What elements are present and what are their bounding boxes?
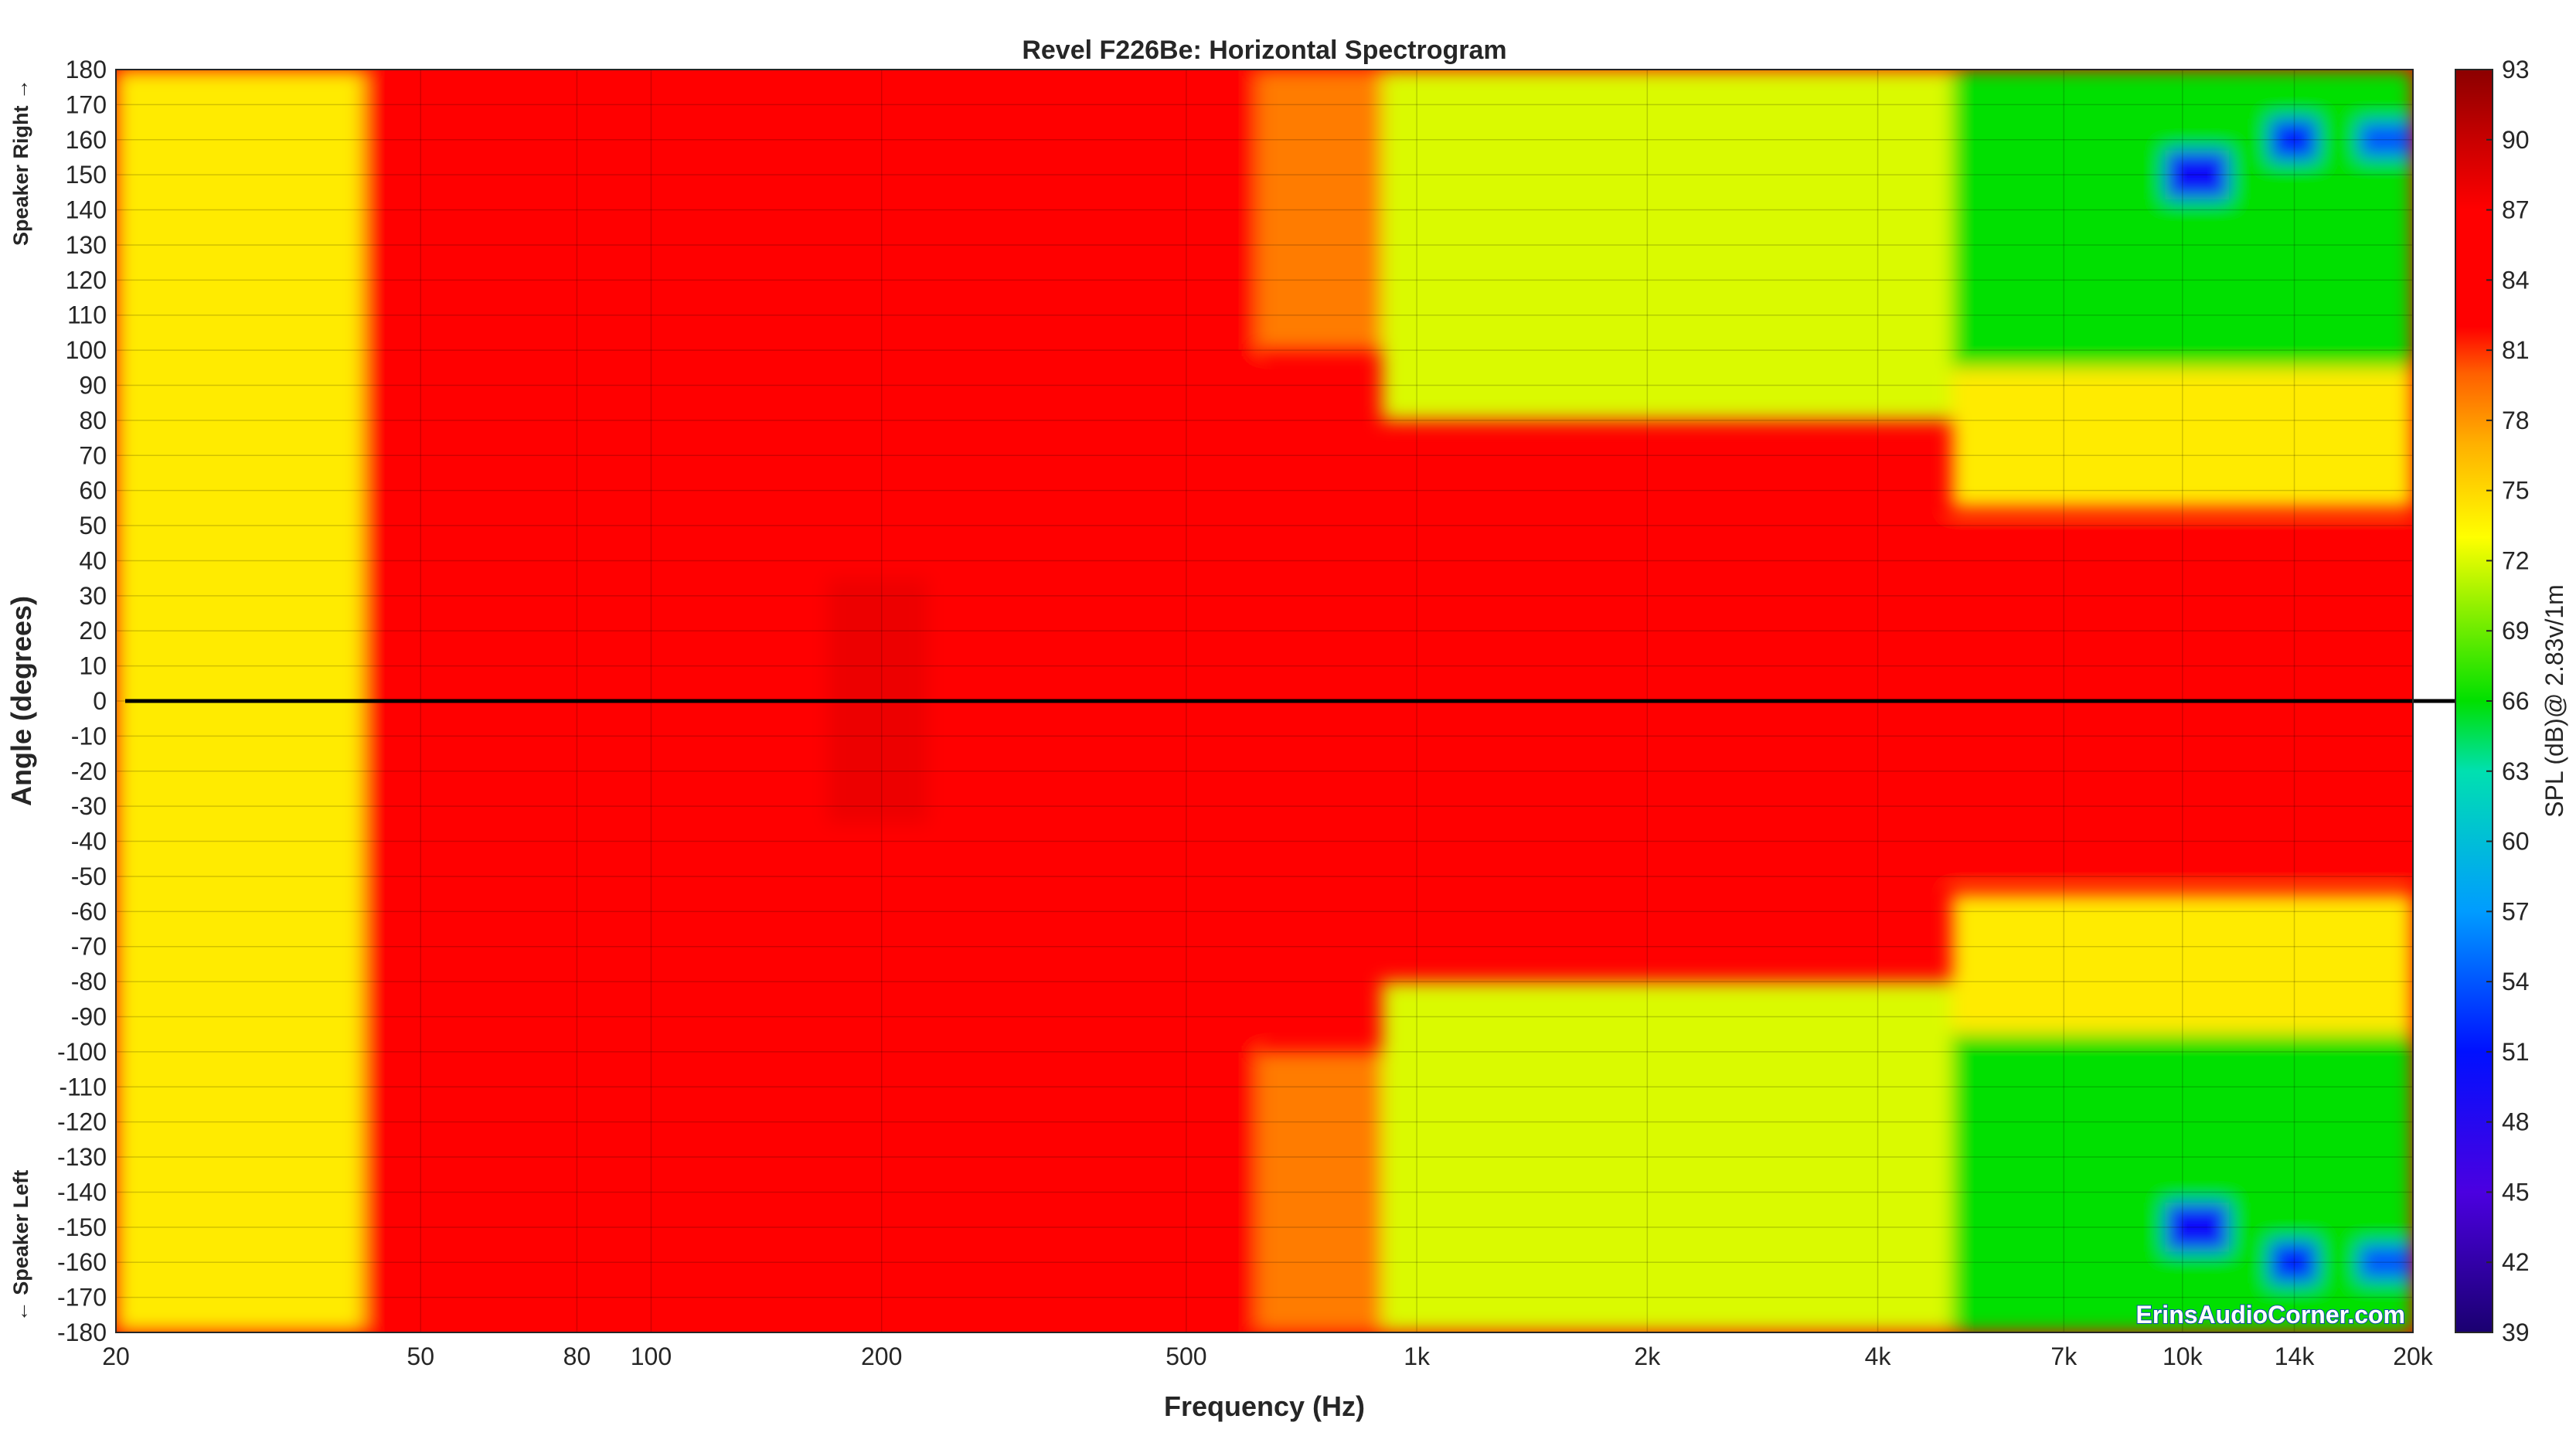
colorbar-tick-label-12: 57 [2502,897,2530,925]
chart-title: Revel F226Be: Horizontal Spectrogram [1022,36,1506,65]
heatmap-region-4 [1257,70,1382,351]
x-tick-label-1: 50 [407,1342,434,1370]
colorbar-tick-label-1: 90 [2502,126,2530,154]
grid-lines [116,70,2413,1332]
x-tick-label-5: 500 [1165,1342,1206,1370]
heatmap-region-15 [2269,1240,2318,1284]
colorbar-tick-label-3: 84 [2502,266,2530,294]
x-tick-label-2: 80 [563,1342,591,1370]
colorbar-tick-label-8: 69 [2502,617,2530,645]
colorbar-tick-label-18: 39 [2502,1319,2530,1346]
y-tick-label-26: -80 [71,968,107,995]
heatmap-region-11 [1952,893,2413,1035]
colorbar-tick-label-14: 51 [2502,1038,2530,1066]
y-tick-label-9: 90 [79,372,107,400]
y-tick-label-1: 170 [66,90,107,118]
heatmap-region-9 [1257,1051,1382,1332]
heatmap-region-6 [1381,982,1952,1332]
x-axis-label: Frequency (Hz) [1164,1390,1365,1422]
x-tick-label-4: 200 [861,1342,902,1370]
y-tick-label-4: 140 [66,196,107,224]
x-tick-label-3: 100 [631,1342,672,1370]
x-tick-label-9: 7k [2050,1342,2077,1370]
y-axis-label-speaker-left: ← Speaker Left [9,1170,32,1322]
colorbar-label: SPL (dB)@ 2.83v/1m [2540,584,2568,818]
colorbar-tick-label-0: 93 [2502,56,2530,83]
heatmap-region-17 [2359,1244,2413,1280]
y-tick-label-33: -150 [57,1213,107,1241]
y-tick-label-17: 10 [79,652,107,680]
y-axis-label-speaker-right: Speaker Right → [9,79,32,246]
heatmap-region-7 [1952,70,2413,368]
colorbar-tick-label-6: 75 [2502,477,2530,505]
y-tick-label-7: 110 [67,301,107,329]
y-tick-label-28: -100 [57,1038,107,1066]
y-tick-label-24: -60 [71,897,107,925]
y-tick-label-12: 60 [79,477,107,505]
heatmap-region-10 [1952,367,2413,509]
heatmap-region-16 [2359,122,2413,158]
y-tick-label-16: 20 [79,617,107,645]
x-tick-label-6: 1k [1404,1342,1431,1370]
y-axis-label: Angle (degrees) [5,596,37,806]
colorbar-tick-label-5: 78 [2502,407,2530,434]
heatmap-region-12 [2165,150,2229,199]
y-tick-label-23: -50 [71,863,107,890]
x-tick-label-7: 2k [1634,1342,1661,1370]
y-tick-label-5: 130 [66,231,107,259]
y-tick-label-35: -170 [57,1284,107,1312]
y-tick-label-22: -40 [71,828,107,856]
y-tick-label-15: 30 [79,582,107,610]
colorbar-tick-label-4: 81 [2502,336,2530,364]
y-tick-label-32: -140 [57,1178,107,1206]
colorbar-tick-label-13: 54 [2502,968,2530,995]
colorbar-tick-label-2: 87 [2502,196,2530,224]
y-tick-label-36: -180 [57,1319,107,1346]
y-tick-label-31: -130 [57,1143,107,1171]
y-tick-label-3: 150 [66,161,107,189]
heatmap-region-8 [1952,1034,2413,1332]
y-tick-label-13: 50 [79,512,107,539]
y-tick-label-11: 70 [79,441,107,469]
y-tick-label-0: 180 [66,56,107,83]
colorbar-tick-label-7: 72 [2502,546,2530,574]
y-tick-label-30: -120 [57,1108,107,1136]
y-tick-label-29: -110 [59,1073,107,1101]
plot-frame [115,69,2414,1333]
y-tick-label-10: 80 [79,407,107,434]
colorbar-ticks: 93 90 87 84 81 78 75 72 69 66 63 60 57 54 51 48 45 42 39 [2486,56,2530,1346]
y-tick-label-14: 40 [79,546,107,574]
y-tick-label-6: 120 [66,266,107,294]
colorbar-tick-label-9: 66 [2502,687,2530,715]
x-tick-label-11: 14k [2275,1342,2316,1370]
y-axis-ticks: 1801701601501401301201101009080706050403… [57,56,107,1346]
x-tick-label-10: 10k [2163,1342,2203,1370]
colorbar-tick-label-16: 45 [2502,1178,2530,1206]
colorbar-tick-label-17: 42 [2502,1248,2530,1276]
x-tick-label-8: 4k [1865,1342,1892,1370]
x-axis-ticks: 20 50 80 100 200 500 1k 2k 4k 7k 10k 14k 20k [102,1342,2434,1370]
watermark: ErinsAudioCorner.com [2136,1301,2406,1329]
colorbar-tick-label-15: 48 [2502,1108,2530,1136]
x-tick-label-0: 20 [102,1342,130,1370]
x-tick-label-12: 20k [2393,1342,2434,1370]
heatmap-region-14 [2269,118,2318,162]
colorbar-tick-label-10: 63 [2502,757,2530,785]
colorbar-tick-label-11: 60 [2502,828,2530,856]
heatmap-region-5 [1381,70,1952,420]
y-tick-label-34: -160 [57,1248,107,1276]
y-tick-label-8: 100 [66,336,107,364]
y-tick-label-25: -70 [71,933,107,961]
heatmap-region-13 [2165,1203,2229,1252]
y-tick-label-27: -90 [71,1003,107,1031]
y-tick-label-20: -20 [71,757,107,785]
y-tick-label-2: 160 [66,126,107,154]
y-tick-label-19: -10 [71,722,107,750]
y-tick-label-18: 0 [93,687,107,715]
y-tick-label-21: -30 [71,792,107,820]
